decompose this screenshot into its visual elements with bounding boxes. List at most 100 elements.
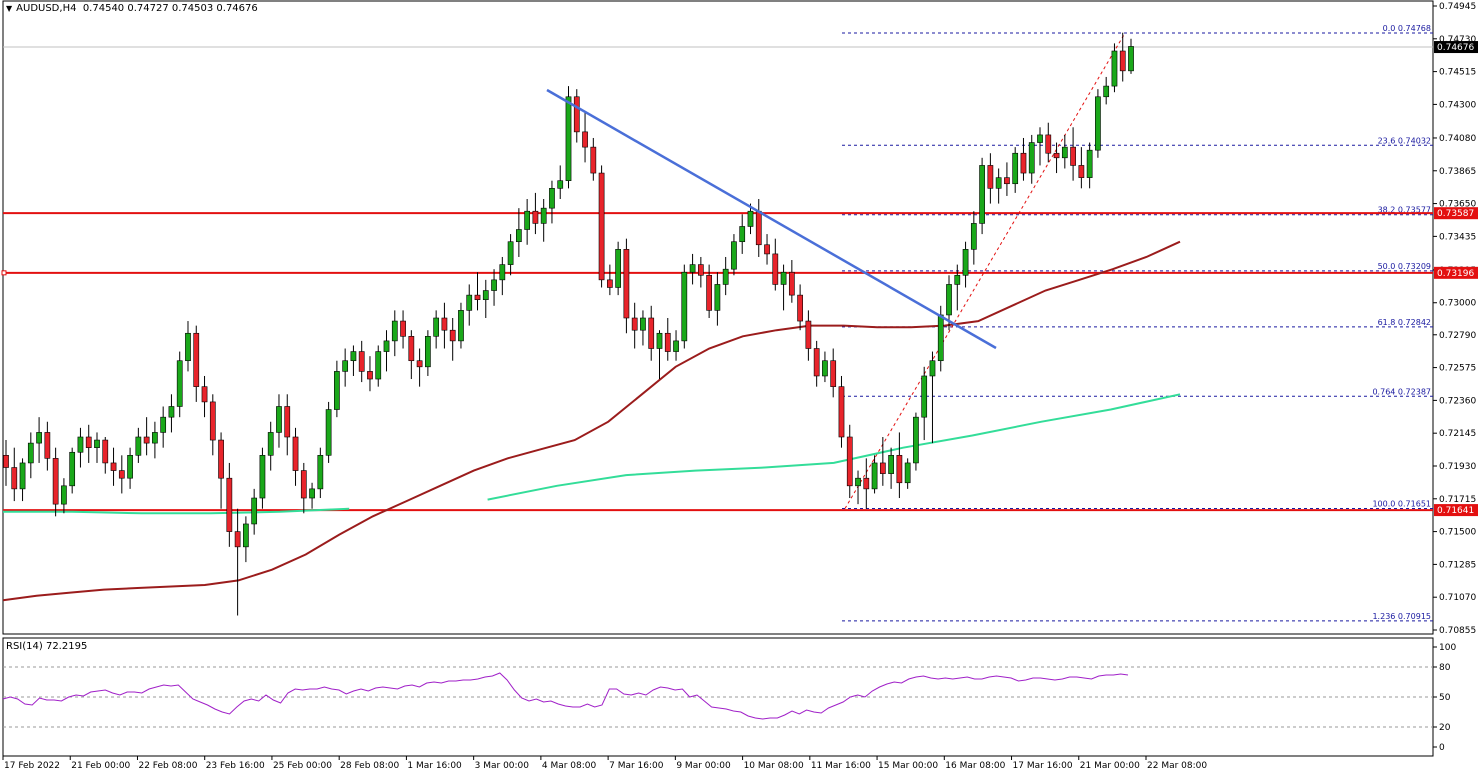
candle-body bbox=[1086, 149, 1093, 178]
candle-body bbox=[590, 146, 597, 174]
rsi-line bbox=[2, 672, 1129, 720]
candle-body bbox=[1037, 134, 1043, 143]
candle-body bbox=[143, 436, 150, 444]
candle-body bbox=[1111, 50, 1118, 87]
x-tick-label: 9 Mar 00:00 bbox=[676, 761, 731, 771]
candle-body bbox=[259, 455, 266, 499]
y-tick-label: 0.73000 bbox=[1439, 299, 1476, 309]
candle-body bbox=[425, 336, 431, 368]
candle-body bbox=[970, 223, 977, 250]
candle-body bbox=[267, 432, 274, 456]
y-tick-label: 0.71070 bbox=[1439, 593, 1476, 603]
candle-body bbox=[507, 241, 514, 265]
candle-body bbox=[449, 329, 456, 342]
fib-level-label: 50.0 0.73209 bbox=[1378, 262, 1431, 271]
candle-body bbox=[127, 455, 133, 479]
level-price-tag bbox=[1434, 504, 1478, 517]
candle-body bbox=[615, 249, 621, 288]
candle-body bbox=[27, 442, 34, 464]
candle-body bbox=[358, 351, 365, 372]
candle-body bbox=[400, 320, 406, 337]
x-tick-label: 22 Feb 08:00 bbox=[138, 761, 197, 771]
candle-body bbox=[408, 336, 415, 362]
x-tick-label: 22 Mar 08:00 bbox=[1147, 761, 1207, 771]
level-price-tag bbox=[1434, 266, 1478, 279]
x-tick-label: 7 Mar 16:00 bbox=[609, 761, 664, 771]
candle-body bbox=[416, 360, 423, 368]
candle-body bbox=[656, 332, 663, 349]
candle-body bbox=[1103, 85, 1110, 98]
candle-body bbox=[185, 332, 191, 362]
candle-body bbox=[640, 317, 646, 331]
current-price-tag bbox=[1434, 41, 1478, 54]
fib-diagonal bbox=[844, 32, 1126, 509]
candle-body bbox=[168, 406, 175, 418]
candle-body bbox=[309, 488, 315, 499]
y-tick-label: 0.73865 bbox=[1439, 167, 1476, 177]
fib-level-label: 0.764 0.72387 bbox=[1372, 387, 1431, 396]
candle-body bbox=[962, 249, 969, 276]
x-tick-label: 16 Mar 08:00 bbox=[945, 761, 1005, 771]
candle-body bbox=[855, 477, 861, 487]
candle-body bbox=[598, 172, 605, 281]
candle-body bbox=[995, 177, 1002, 189]
candle-body bbox=[102, 439, 109, 464]
candle-body bbox=[573, 96, 580, 133]
candle-body bbox=[871, 462, 878, 490]
x-tick-label: 15 Mar 00:00 bbox=[878, 761, 938, 771]
y-tick-label: 0.72575 bbox=[1439, 364, 1476, 374]
candle-body bbox=[11, 467, 18, 490]
candle-body bbox=[19, 462, 26, 490]
candle-body bbox=[118, 470, 125, 479]
candle-body bbox=[863, 477, 870, 490]
candle-body bbox=[152, 432, 158, 444]
candle-body bbox=[979, 165, 985, 224]
candle-body bbox=[846, 436, 853, 487]
candle-body bbox=[830, 360, 837, 387]
y-tick-label: 0.73435 bbox=[1439, 232, 1476, 242]
candle-body bbox=[516, 229, 522, 243]
y-tick-label: 0.74945 bbox=[1439, 2, 1476, 12]
candle-body bbox=[764, 244, 770, 255]
candle-body bbox=[946, 284, 952, 316]
candle-body bbox=[300, 470, 307, 499]
candle-body bbox=[532, 210, 539, 224]
candle-body bbox=[557, 180, 564, 189]
candle-body bbox=[681, 271, 688, 342]
candle-body bbox=[3, 455, 9, 468]
candle-body bbox=[780, 271, 787, 285]
candle-body bbox=[482, 290, 489, 300]
candle-body bbox=[292, 436, 299, 471]
fib-level-label: 23.6 0.74032 bbox=[1378, 136, 1431, 145]
candle-body bbox=[499, 264, 506, 281]
y-tick-label: 0.71500 bbox=[1439, 528, 1476, 538]
moving-average-long bbox=[3, 507, 350, 515]
candle-body bbox=[1095, 96, 1101, 151]
candle-body bbox=[673, 340, 679, 352]
x-tick-label: 21 Feb 00:00 bbox=[71, 761, 130, 771]
candle-body bbox=[342, 360, 349, 372]
candle-body bbox=[1078, 165, 1085, 178]
candle-body bbox=[788, 271, 795, 296]
candle-body bbox=[243, 523, 249, 548]
rsi-header: RSI(14) 72.2195 bbox=[6, 641, 88, 652]
candle-body bbox=[176, 360, 183, 407]
candle-body bbox=[458, 310, 464, 342]
candle-body bbox=[218, 439, 224, 479]
level-price-tag-label: 0.73196 bbox=[1437, 269, 1474, 279]
collapse-triangle-icon[interactable]: ▼ bbox=[6, 4, 13, 13]
candle-body bbox=[631, 317, 638, 331]
candle-body bbox=[284, 406, 291, 438]
candle-body bbox=[813, 348, 820, 377]
candle-body bbox=[1053, 152, 1060, 159]
x-tick-label: 28 Feb 08:00 bbox=[340, 761, 399, 771]
candle-body bbox=[350, 351, 357, 362]
candle-body bbox=[85, 436, 92, 448]
x-tick-label: 4 Mar 08:00 bbox=[542, 761, 597, 771]
candle-body bbox=[1020, 152, 1027, 174]
candle-body bbox=[1012, 152, 1019, 185]
rsi-tick-label: 50 bbox=[1439, 693, 1451, 703]
fib-level-label: 38.2 0.73577 bbox=[1378, 206, 1431, 215]
